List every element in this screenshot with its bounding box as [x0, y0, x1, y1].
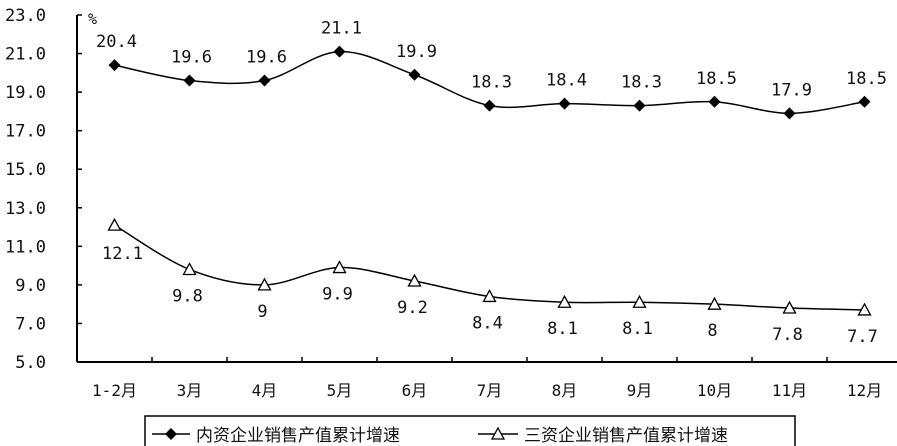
- data-label: 18.5: [846, 69, 887, 89]
- x-tick-label: 7月: [477, 381, 503, 400]
- x-tick-label: 11月: [772, 381, 807, 400]
- y-tick-label: 17.0: [5, 122, 46, 142]
- data-point-triangle: [482, 289, 497, 303]
- data-label: 8.1: [622, 319, 653, 339]
- data-label: 21.1: [321, 19, 362, 39]
- y-tick-label: 9.0: [15, 276, 46, 296]
- data-point-diamond: [858, 95, 871, 108]
- data-label: 19.6: [171, 48, 212, 68]
- data-point-diamond: [708, 95, 721, 108]
- data-point-diamond: [165, 428, 177, 440]
- legend-label-foreign: 三资企业销售产值累计增速: [524, 426, 728, 446]
- data-label: 9.2: [397, 298, 428, 318]
- data-point-diamond: [183, 74, 196, 87]
- data-label: 9.8: [172, 286, 203, 306]
- y-tick-label: 5.0: [15, 353, 46, 373]
- data-point-triangle: [257, 277, 272, 291]
- data-point-triangle: [107, 217, 122, 231]
- data-point-triangle: [857, 302, 872, 316]
- x-tick-label: 10月: [697, 381, 732, 400]
- data-point-triangle: [332, 260, 347, 274]
- series-domestic: 20.4 19.6 19.6 21.1 19.9 18.3 18.4 18.3 18.5 17.9…: [96, 19, 887, 120]
- x-tick-label: 9月: [627, 381, 653, 400]
- data-label: 19.6: [246, 48, 287, 68]
- data-point-triangle: [782, 300, 797, 314]
- data-point-triangle: [182, 262, 197, 276]
- data-point-diamond: [408, 68, 421, 81]
- data-label: 7.7: [847, 327, 878, 347]
- data-point-diamond: [108, 59, 121, 72]
- data-point-diamond: [483, 99, 496, 112]
- data-point-diamond: [258, 74, 271, 87]
- data-label: 18.3: [471, 73, 512, 93]
- x-tick-label: 3月: [177, 381, 203, 400]
- data-point-triangle: [707, 296, 722, 310]
- y-tick-label: 15.0: [5, 160, 46, 180]
- data-label: 17.9: [771, 80, 812, 100]
- data-label: 19.9: [396, 42, 437, 62]
- data-point-diamond: [333, 45, 346, 58]
- data-label: 9.9: [322, 285, 353, 305]
- x-tick-label: 5月: [327, 381, 353, 400]
- x-tick-label: 12月: [847, 381, 882, 400]
- data-label: 18.3: [621, 73, 662, 93]
- data-point-triangle: [490, 426, 506, 440]
- data-point-diamond: [633, 99, 646, 112]
- data-point-triangle: [407, 273, 422, 287]
- y-tick-label: 13.0: [5, 199, 46, 219]
- y-tick-label: 19.0: [5, 83, 46, 103]
- data-label: 20.4: [96, 32, 137, 52]
- x-tick-label: 4月: [252, 381, 278, 400]
- x-tick-label: 1-2月: [92, 381, 137, 400]
- data-point-diamond: [783, 107, 796, 120]
- legend: 内资企业销售产值累计增速 三资企业销售产值累计增速: [144, 415, 796, 446]
- x-tick-label: 8月: [552, 381, 578, 400]
- y-axis-unit: %: [88, 10, 97, 28]
- y-tick-label: 11.0: [5, 237, 46, 257]
- data-label: 9: [257, 302, 267, 322]
- data-point-triangle: [632, 294, 647, 308]
- data-point-triangle: [557, 294, 572, 308]
- series-foreign: 12.1 9.8 9 9.9 9.2 8.4 8.1 8.1 8 7.8 7.7: [102, 217, 878, 347]
- y-tick-label: 7.0: [15, 314, 46, 334]
- data-label: 18.5: [696, 69, 737, 89]
- data-label: 7.8: [772, 325, 803, 345]
- data-label: 8.4: [472, 313, 503, 333]
- legend-label-domestic: 内资企业销售产值累计增速: [196, 426, 400, 446]
- y-tick-label: 23.0: [5, 6, 46, 26]
- x-tick-label: 6月: [402, 381, 428, 400]
- data-point-diamond: [558, 97, 571, 110]
- data-label: 8: [707, 321, 717, 341]
- data-label: 8.1: [547, 319, 578, 339]
- data-label: 12.1: [102, 244, 143, 264]
- data-label: 18.4: [546, 71, 587, 91]
- y-tick-label: 21.0: [5, 45, 46, 65]
